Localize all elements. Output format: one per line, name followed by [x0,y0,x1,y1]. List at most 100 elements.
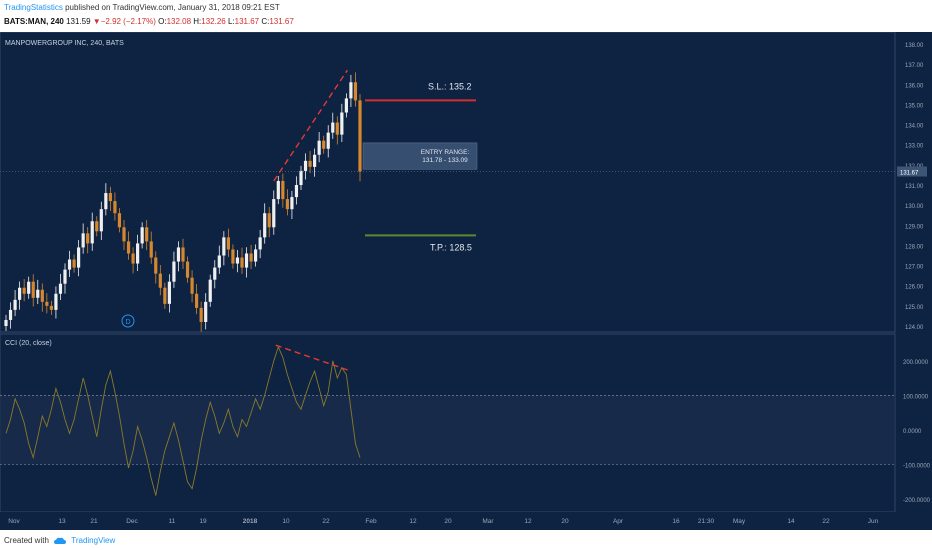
candle-body [281,180,285,200]
candle-body [136,243,140,264]
candle-body [22,287,26,294]
candle-body [86,233,90,244]
candle-body [181,247,185,262]
close-label: C: [261,17,270,26]
take-profit-label: T.P.: 128.5 [430,242,472,252]
candle-body [195,293,199,308]
candle-body [199,307,203,322]
time-tick-label: Nov [8,518,20,525]
price-tick-label: 130.00 [905,204,924,210]
candle-body [290,197,294,210]
high-label: H: [193,17,202,26]
time-tick-label: 10 [282,518,290,525]
candle-body [294,185,299,198]
candle-body [303,160,308,171]
candle-body [117,213,122,228]
candle-body [172,261,176,282]
time-tick-label: Dec [126,518,138,525]
chart-canvas[interactable]: 138.00137.00136.00135.00134.00133.00132.… [0,32,932,530]
high-value: 132.26 [201,17,226,26]
candle-body [27,281,31,294]
candle-body [90,221,94,244]
time-tick-label: 13 [58,518,66,525]
price-divergence-line [273,69,348,182]
last-price: 131.59 [66,17,91,26]
candle-body [163,287,167,304]
price-tick-label: 138.00 [905,43,924,49]
candle-body [13,299,17,310]
time-tick-label: 20 [444,518,452,525]
candle-body [204,301,208,322]
candle-body [36,289,40,298]
candle-body [58,283,63,294]
candle-body [217,255,221,268]
ohlc-line: BATS:MAN, 240 131.59 ▼−2.92 (−2.17%) O:1… [4,17,294,26]
candle-body [340,112,344,135]
candle-body [208,279,212,302]
price-tick-label: 137.00 [905,63,924,69]
candle-body [331,122,335,133]
price-tick-label: 126.00 [905,285,924,291]
candle-body [176,247,181,262]
candle-body [349,82,353,99]
time-tick-label: 21:30 [698,518,715,525]
candle-body [113,201,117,214]
open-value: 132.08 [166,17,192,26]
time-tick-label: 12 [524,518,532,525]
candle-body [126,241,131,254]
entry-range-values: 131.78 - 133.09 [422,157,468,164]
candle-body [317,140,321,155]
cci-tick-label: -100.0000 [903,464,931,470]
time-tick-label: May [733,518,746,525]
time-tick-label: 22 [822,518,830,525]
candle-body [49,305,53,310]
candle-body [335,122,339,135]
tradingview-brand[interactable]: TradingView [71,536,116,545]
time-tick-label: Feb [365,518,377,525]
price-tick-label: 131.00 [905,184,924,190]
candle-body [258,237,262,250]
price-tick-label: 135.00 [905,103,924,109]
candle-body [322,140,326,149]
time-tick-label: 14 [787,518,795,525]
candle-body [226,237,230,250]
candle-body [231,249,235,264]
candle-body [45,301,49,306]
cci-band [0,395,895,465]
cci-tick-label: 100.0000 [903,394,929,400]
price-chart-title: MANPOWERGROUP INC, 240, BATS [5,40,124,47]
candle-body [222,237,226,256]
candle-body [40,289,44,302]
cci-line [5,345,361,496]
price-pane [0,32,896,333]
dividend-marker-label: D [125,319,130,326]
candle-body [104,193,108,210]
candle-body [99,209,103,232]
candle-body [285,199,289,210]
candle-body [140,227,144,244]
cci-tick-label: -200.0000 [903,498,931,504]
time-tick-label: Mar [482,518,494,525]
candle-body [18,287,22,300]
price-change: −2.92 (−2.17%) [100,17,156,26]
publisher-link[interactable]: TradingStatistics [4,3,63,12]
candle-body [31,281,35,298]
created-with-text: Created with [4,536,49,545]
candle-body [108,193,112,202]
candle-body [63,269,67,284]
last-price-badge [897,166,927,177]
candle-body [344,98,348,113]
entry-range-box [362,142,478,170]
price-tick-label: 129.00 [905,224,924,230]
cci-tick-label: 0.0000 [903,429,922,435]
close-value: 131.67 [269,17,294,26]
time-tick-label: 16 [672,518,680,525]
candle-body [272,199,276,228]
time-tick-label: 2018 [243,518,258,525]
dividend-marker-icon [121,314,135,328]
candle-body [158,273,162,288]
time-tick-label: 22 [322,518,330,525]
candle-body [249,253,253,262]
candle-body [299,170,303,185]
price-tick-label: 134.00 [905,124,924,130]
